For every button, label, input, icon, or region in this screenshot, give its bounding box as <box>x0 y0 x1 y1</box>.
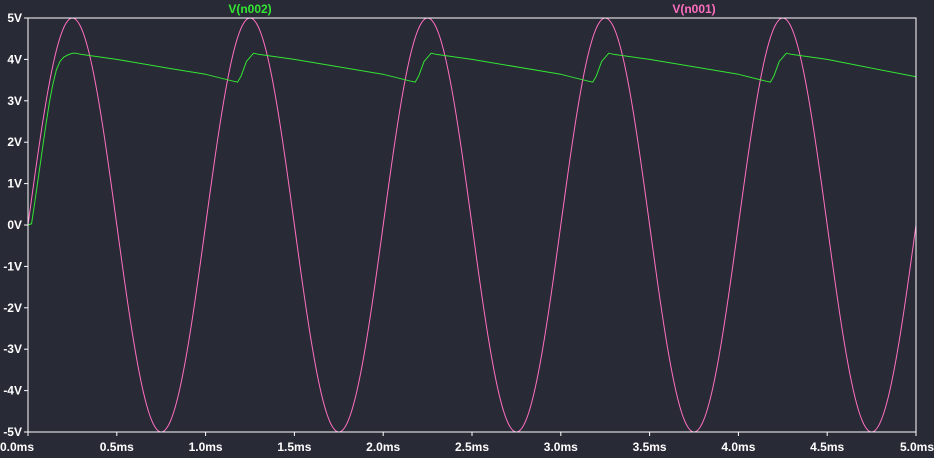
x-tick-label: 3.0ms <box>544 440 578 454</box>
y-tick-label: -5V <box>3 425 22 439</box>
x-tick-label: 3.5ms <box>633 440 667 454</box>
y-tick-label: 4V <box>7 52 22 66</box>
x-axis: 0.0ms 0.5ms 1.0ms 1.5ms 2.0ms 2.5ms 3.0ms 3.5ms… <box>0 432 934 454</box>
legend: V(n002) V(n001) <box>228 2 715 16</box>
y-tick-label: 3V <box>7 94 22 108</box>
y-tick-label: -2V <box>3 301 22 315</box>
y-tick-label: 2V <box>7 135 22 149</box>
x-tick-label: 0.0ms <box>0 440 34 454</box>
y-tick-label: -3V <box>3 342 22 356</box>
y-tick-label: 5V <box>7 11 22 25</box>
series-line-v-n001 <box>27 17 917 433</box>
y-tick-label: 0V <box>7 218 22 232</box>
legend-label-v-n001[interactable]: V(n001) <box>672 2 715 16</box>
x-tick-label: 4.0ms <box>721 440 755 454</box>
series-line-v-n002 <box>27 52 917 226</box>
legend-label-v-n002[interactable]: V(n002) <box>228 2 271 16</box>
x-tick-label: 2.0ms <box>366 440 400 454</box>
x-tick-label: 2.5ms <box>455 440 489 454</box>
y-tick-label: -1V <box>3 259 22 273</box>
x-tick-label: 5.0ms <box>900 440 934 454</box>
x-tick-label: 1.0ms <box>189 440 223 454</box>
x-tick-label: 1.5ms <box>277 440 311 454</box>
y-tick-label: -4V <box>3 384 22 398</box>
x-tick-label: 4.5ms <box>810 440 844 454</box>
y-tick-label: 1V <box>7 177 22 191</box>
y-axis: 5V 4V 3V 2V 1V 0V -1V -2V -3V -4V -5V <box>3 11 28 439</box>
traces <box>27 17 917 433</box>
x-tick-label: 0.5ms <box>100 440 134 454</box>
